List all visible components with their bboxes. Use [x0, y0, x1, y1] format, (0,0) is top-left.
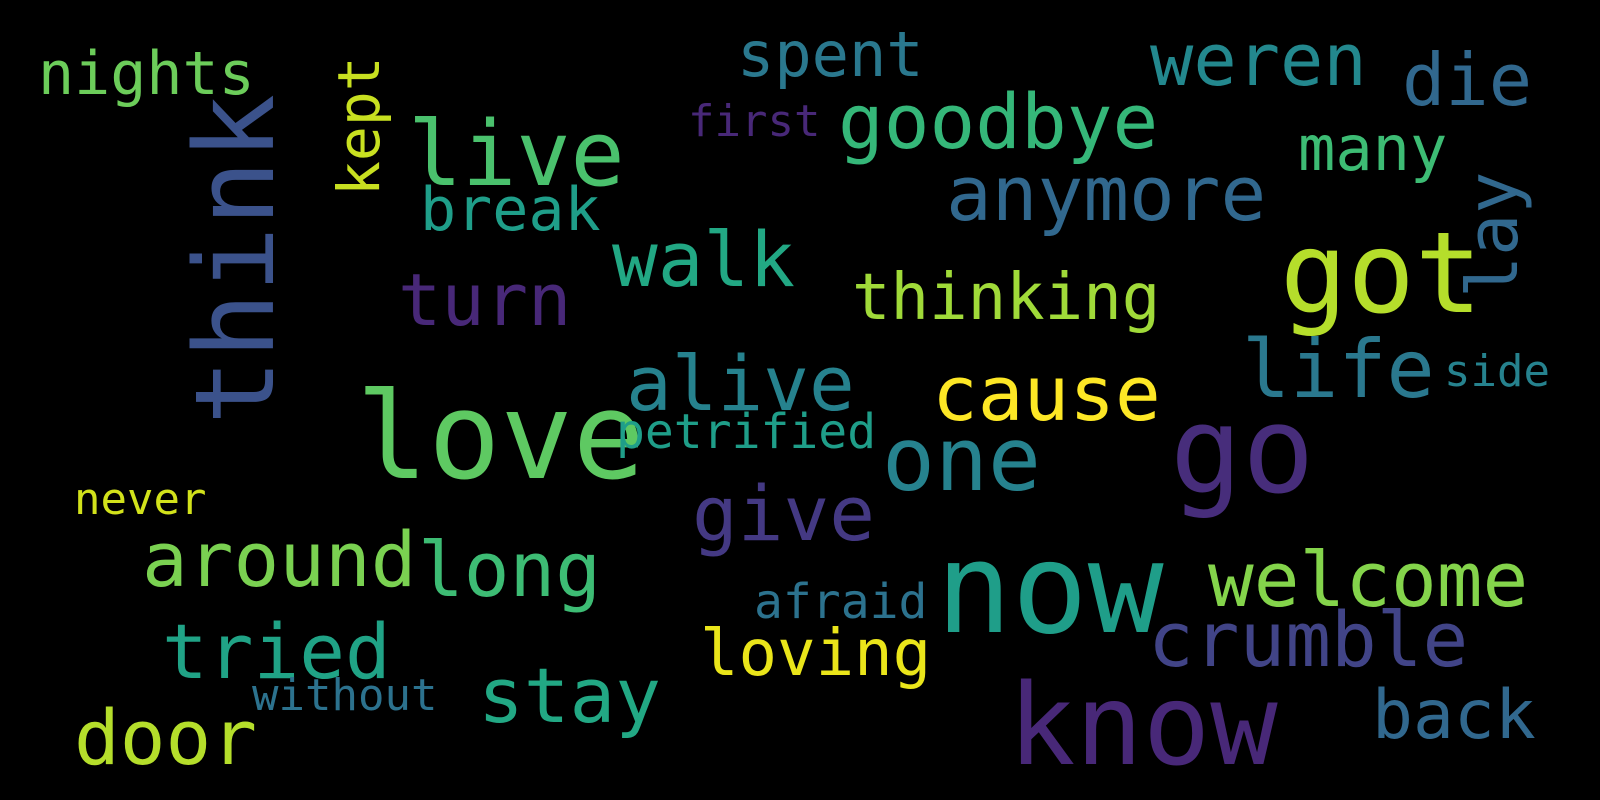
word-turn: turn [398, 258, 572, 342]
word-one: one [882, 408, 1041, 511]
word-long: long [418, 525, 602, 614]
word-alive: alive [626, 339, 855, 428]
word-side: side [1444, 346, 1550, 397]
word-life: life [1242, 323, 1435, 416]
word-tried: tried [162, 607, 391, 696]
word-go: go [1170, 382, 1315, 521]
word-spent: spent [737, 18, 924, 91]
word-first: first [688, 96, 821, 147]
word-cause: cause [932, 349, 1161, 438]
word-know: know [1008, 661, 1278, 791]
word-nights: nights [38, 39, 255, 109]
word-live: live [408, 102, 625, 207]
word-weren: weren [1150, 18, 1367, 102]
word-die: die [1402, 38, 1533, 122]
word-afraid: afraid [754, 574, 928, 630]
word-kept: kept [325, 56, 393, 196]
word-petrified: petrified [616, 404, 877, 460]
word-got: got [1280, 209, 1483, 339]
word-give: give [692, 469, 876, 558]
word-never: never [74, 474, 207, 525]
word-many: many [1298, 112, 1448, 185]
word-back: back [1372, 676, 1536, 755]
word-love: love [356, 368, 645, 507]
word-around: around [142, 515, 417, 604]
word-without: without [252, 670, 438, 721]
word-door: door [74, 693, 258, 782]
word-break: break [420, 175, 601, 245]
word-now: now [936, 515, 1164, 662]
word-welcome: welcome [1208, 535, 1529, 624]
word-think: think [171, 93, 299, 425]
word-walk: walk [612, 215, 796, 304]
word-thinking: thinking [852, 261, 1161, 335]
word-anymore: anymore [946, 149, 1267, 238]
word-loving: loving [700, 617, 932, 691]
word-stay: stay [478, 651, 662, 740]
word-crumble: crumble [1148, 595, 1469, 684]
word-goodbye: goodbye [838, 77, 1159, 166]
